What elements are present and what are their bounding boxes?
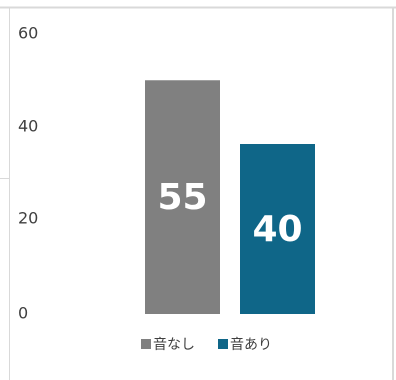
data-labels-group: 55 40 [157, 177, 302, 250]
bars-group [145, 80, 315, 314]
y-tick-label-40: 40 [18, 117, 38, 136]
y-tick-label-20: 20 [18, 209, 38, 228]
y-tick-label-60: 60 [18, 24, 38, 43]
bar-value-label-0: 55 [157, 177, 207, 218]
bar-value-label-1: 40 [252, 209, 302, 250]
bar-0 [145, 80, 220, 314]
legend-swatch-with-sound [218, 339, 228, 349]
bar-1 [240, 144, 315, 314]
legend-label-with-sound: 音あり [230, 336, 272, 353]
legend: 音なし 音あり [141, 336, 272, 353]
legend-label-no-sound: 音なし [153, 336, 195, 353]
y-axis-ticks: 0 20 40 60 [18, 24, 38, 323]
legend-swatch-no-sound [141, 339, 151, 349]
y-tick-label-0: 0 [18, 304, 28, 323]
